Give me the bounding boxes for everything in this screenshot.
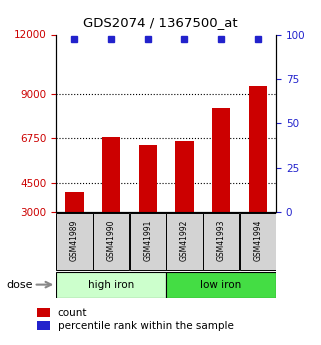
Bar [37,321,50,330]
FancyBboxPatch shape [166,272,276,298]
Text: GDS2074 / 1367500_at: GDS2074 / 1367500_at [83,16,238,29]
Text: count: count [58,308,87,318]
Text: high iron: high iron [88,280,134,289]
Bar [212,108,230,212]
FancyBboxPatch shape [239,213,276,270]
Bar [65,193,84,212]
FancyBboxPatch shape [203,213,239,270]
Text: GSM41993: GSM41993 [217,219,226,261]
FancyBboxPatch shape [93,213,129,270]
Bar [175,141,194,212]
FancyBboxPatch shape [130,213,166,270]
Bar [37,308,50,317]
Text: GSM41992: GSM41992 [180,220,189,261]
Bar [139,145,157,212]
FancyBboxPatch shape [166,213,203,270]
Bar [248,86,267,212]
Text: GSM41989: GSM41989 [70,220,79,261]
Bar [102,137,120,212]
Text: GSM41994: GSM41994 [253,219,262,261]
Text: GSM41991: GSM41991 [143,220,152,261]
Text: GSM41990: GSM41990 [107,219,116,261]
Text: percentile rank within the sample: percentile rank within the sample [58,321,234,331]
FancyBboxPatch shape [56,213,93,270]
FancyBboxPatch shape [56,272,166,298]
Text: dose: dose [6,280,33,289]
Text: low iron: low iron [200,280,242,289]
